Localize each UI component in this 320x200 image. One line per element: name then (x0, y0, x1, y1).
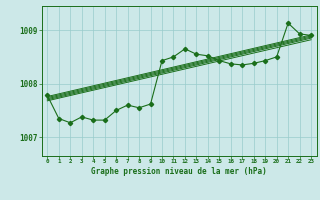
X-axis label: Graphe pression niveau de la mer (hPa): Graphe pression niveau de la mer (hPa) (91, 167, 267, 176)
